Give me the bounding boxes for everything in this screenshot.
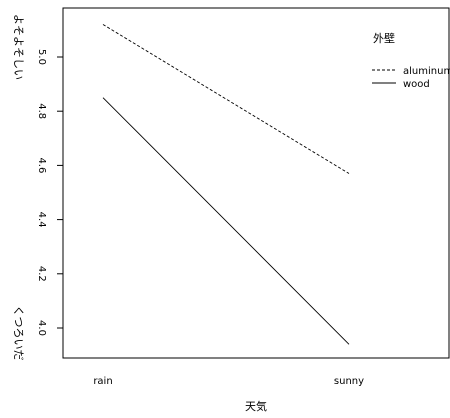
y-tick-label: 4.2 (36, 266, 47, 282)
series-line-wood (102, 97, 350, 345)
y-tick-label: 4.0 (36, 320, 47, 336)
plot-frame (62, 7, 450, 359)
x-axis: rain sunny (93, 376, 364, 387)
legend-title: 外壁 (373, 31, 395, 45)
y-tick-label: 4.6 (36, 157, 47, 173)
y-axis-label-top: よそよそしい (12, 14, 25, 80)
x-tick-label: sunny (334, 376, 364, 387)
legend-label-wood: wood (403, 79, 430, 90)
y-tick-label: 4.4 (36, 212, 47, 228)
x-axis-label: 天気 (245, 399, 267, 413)
series-line-aluminum (102, 24, 350, 174)
series-lines (102, 24, 350, 345)
y-axis-label-bottom: くつろいだ (12, 306, 25, 361)
y-tick-label: 5.0 (36, 49, 47, 65)
legend-label-aluminum: aluminum (403, 66, 450, 77)
y-tick-label: 4.8 (36, 103, 47, 119)
x-tick-label: rain (93, 376, 112, 387)
y-axis: 4.0 4.2 4.4 4.6 4.8 5.0 (36, 49, 63, 336)
legend: 外壁 aluminum wood (372, 31, 450, 90)
